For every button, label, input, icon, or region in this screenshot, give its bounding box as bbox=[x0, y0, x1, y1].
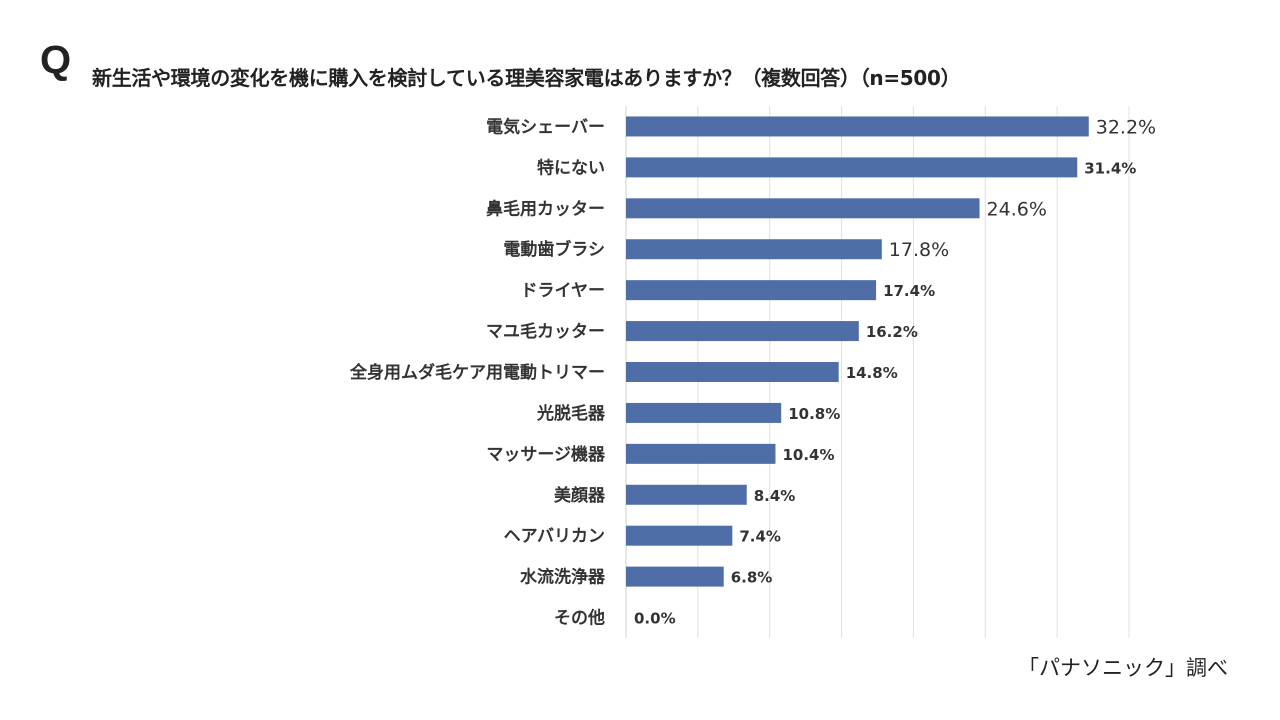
bar bbox=[626, 321, 859, 342]
category-label: 水流洗浄器 bbox=[520, 567, 606, 588]
data-label: 8.4% bbox=[754, 487, 796, 505]
bar bbox=[626, 116, 1089, 137]
category-label: 光脱毛器 bbox=[536, 403, 606, 424]
bar bbox=[626, 402, 782, 423]
data-label: 17.8% bbox=[889, 239, 949, 261]
bar bbox=[626, 525, 733, 546]
data-label: 10.4% bbox=[782, 446, 834, 464]
category-label: 鼻毛用カッター bbox=[486, 198, 605, 219]
data-label: 7.4% bbox=[739, 528, 781, 546]
category-label: 電動歯ブラシ bbox=[503, 239, 605, 260]
bar bbox=[626, 484, 747, 505]
data-label: 6.8% bbox=[731, 569, 773, 587]
bar bbox=[626, 443, 776, 464]
bar bbox=[626, 198, 980, 219]
data-label: 32.2% bbox=[1096, 116, 1156, 138]
q-mark: Q bbox=[40, 38, 72, 82]
data-label: 14.8% bbox=[846, 364, 898, 382]
bar bbox=[626, 566, 724, 587]
source-note: 「パナソニック」調べ bbox=[1018, 656, 1228, 680]
chart-title: 新生活や環境の変化を機に購入を検討している理美容家電はありますか？（複数回答）（… bbox=[92, 66, 961, 90]
bar bbox=[626, 239, 882, 260]
category-label: 全身用ムダ毛ケア用電動トリマー bbox=[349, 362, 605, 383]
category-label: ドライヤー bbox=[521, 281, 606, 301]
data-label: 10.8% bbox=[788, 405, 840, 423]
category-label: 美顔器 bbox=[554, 485, 606, 506]
bar bbox=[626, 362, 839, 382]
data-label: 24.6% bbox=[987, 198, 1047, 220]
data-label: 16.2% bbox=[866, 323, 918, 341]
data-label: 31.4% bbox=[1084, 159, 1136, 177]
category-label: マッサージ機器 bbox=[486, 444, 606, 465]
category-label: ヘアバリカン bbox=[504, 527, 605, 547]
bar bbox=[626, 157, 1078, 178]
category-label: 特にない bbox=[537, 157, 605, 178]
data-label: 17.4% bbox=[883, 282, 935, 300]
category-label: 電気シェーバー bbox=[486, 116, 605, 137]
data-label: 0.0% bbox=[634, 610, 676, 628]
bar bbox=[626, 280, 877, 301]
category-label: マユ毛カッター bbox=[486, 321, 605, 342]
category-label: その他 bbox=[554, 608, 605, 629]
